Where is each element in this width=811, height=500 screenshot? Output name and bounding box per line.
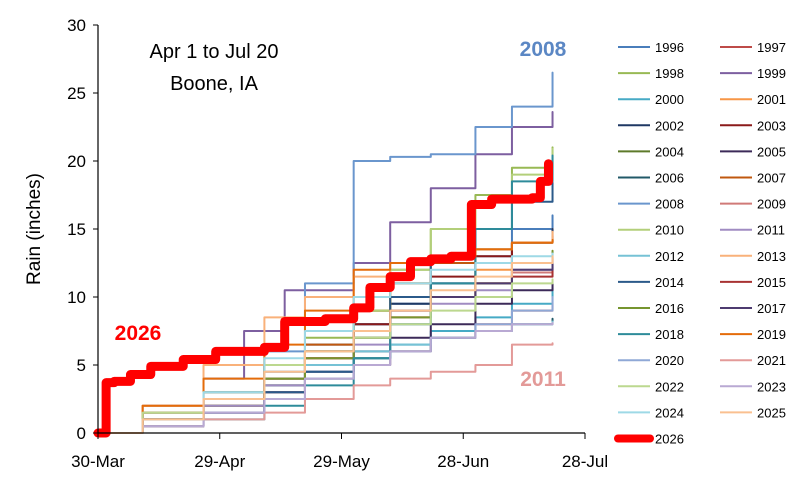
annotation-2026-label: 2026 <box>115 322 162 345</box>
legend-label-2010: 2010 <box>655 223 684 238</box>
series-line-2026 <box>93 159 553 438</box>
y-tick-label: 15 <box>67 220 86 239</box>
series-line-2003 <box>97 234 554 434</box>
y-tick-label: 30 <box>67 16 86 35</box>
legend-label-2006: 2006 <box>655 171 684 186</box>
series-line-2018 <box>97 154 554 434</box>
y-tick-label: 10 <box>67 288 86 307</box>
annotation-2011-label: 2011 <box>520 368 566 391</box>
x-tick-label: 30-Mar <box>71 452 125 471</box>
series-line-2011 <box>97 257 554 434</box>
x-tick-label: 29-May <box>313 452 370 471</box>
y-tick-label: 25 <box>67 84 86 103</box>
axes: 0 5 10 15 20 25 30 30-Mar 29-Apr 29-May 28-Jun 28-J… <box>24 16 608 471</box>
legend-label-2000: 2000 <box>655 92 684 107</box>
x-tick-label: 28-Jun <box>437 452 489 471</box>
series-line-2009 <box>97 266 554 434</box>
annotation-title-line1: Apr 1 to Jul 20 <box>150 41 279 63</box>
y-axis-label: Rain (inches) <box>24 173 45 285</box>
y-tick-label: 5 <box>77 356 86 375</box>
legend-label-2001: 2001 <box>757 92 786 107</box>
legend-label-1997: 1997 <box>757 40 786 55</box>
series-lines <box>93 71 554 438</box>
y-tick-label: 0 <box>77 424 86 443</box>
x-tick-label: 29-Apr <box>194 452 245 471</box>
legend-label-2004: 2004 <box>655 144 684 159</box>
series-line-2022 <box>97 278 554 434</box>
legend-label-2018: 2018 <box>655 327 684 342</box>
legend-label-2011: 2011 <box>757 223 785 238</box>
legend-label-2007: 2007 <box>757 171 786 186</box>
legend-label-2024: 2024 <box>655 405 684 420</box>
legend-label-2014: 2014 <box>655 275 684 290</box>
legend-label-2012: 2012 <box>655 249 684 264</box>
legend-label-2023: 2023 <box>757 379 786 394</box>
legend-label-2002: 2002 <box>655 118 684 133</box>
legend-label-2021: 2021 <box>757 353 786 368</box>
legend-label-2022: 2022 <box>655 379 684 394</box>
y-tick-label: 20 <box>67 152 86 171</box>
series-line-2000 <box>97 286 554 434</box>
legend-label-2005: 2005 <box>757 144 786 159</box>
series-line-2004 <box>97 237 554 434</box>
legend-label-2016: 2016 <box>655 301 684 316</box>
legend-label-2013: 2013 <box>757 249 786 264</box>
legend-label-2008: 2008 <box>655 197 684 212</box>
legend-label-1999: 1999 <box>757 66 786 81</box>
legend-label-2015: 2015 <box>757 275 786 290</box>
legend-label-2025: 2025 <box>757 405 786 420</box>
annotation-2008-label: 2008 <box>520 38 567 61</box>
series-line-2023 <box>97 321 554 434</box>
legend-label-2017: 2017 <box>757 301 786 316</box>
legend-label-2020: 2020 <box>655 353 684 368</box>
series-line-2025 <box>97 255 554 434</box>
annotation-title-line2: Boone, IA <box>170 73 259 95</box>
legend-label-2009: 2009 <box>757 197 786 212</box>
series-line-2006 <box>97 317 554 434</box>
series-line-2014 <box>97 181 554 434</box>
legend-label-2003: 2003 <box>757 118 786 133</box>
series-line-2013 <box>97 230 554 434</box>
legend-label-2019: 2019 <box>757 327 786 342</box>
x-tick-label: 28-Jul <box>562 452 608 471</box>
legend: 1996 1997 1998 1999 2000 2001 2002 2003 2004 2005… <box>614 40 786 447</box>
legend-label-1996: 1996 <box>655 40 684 55</box>
legend-label-1998: 1998 <box>655 66 684 81</box>
legend-label-2026: 2026 <box>655 432 684 447</box>
